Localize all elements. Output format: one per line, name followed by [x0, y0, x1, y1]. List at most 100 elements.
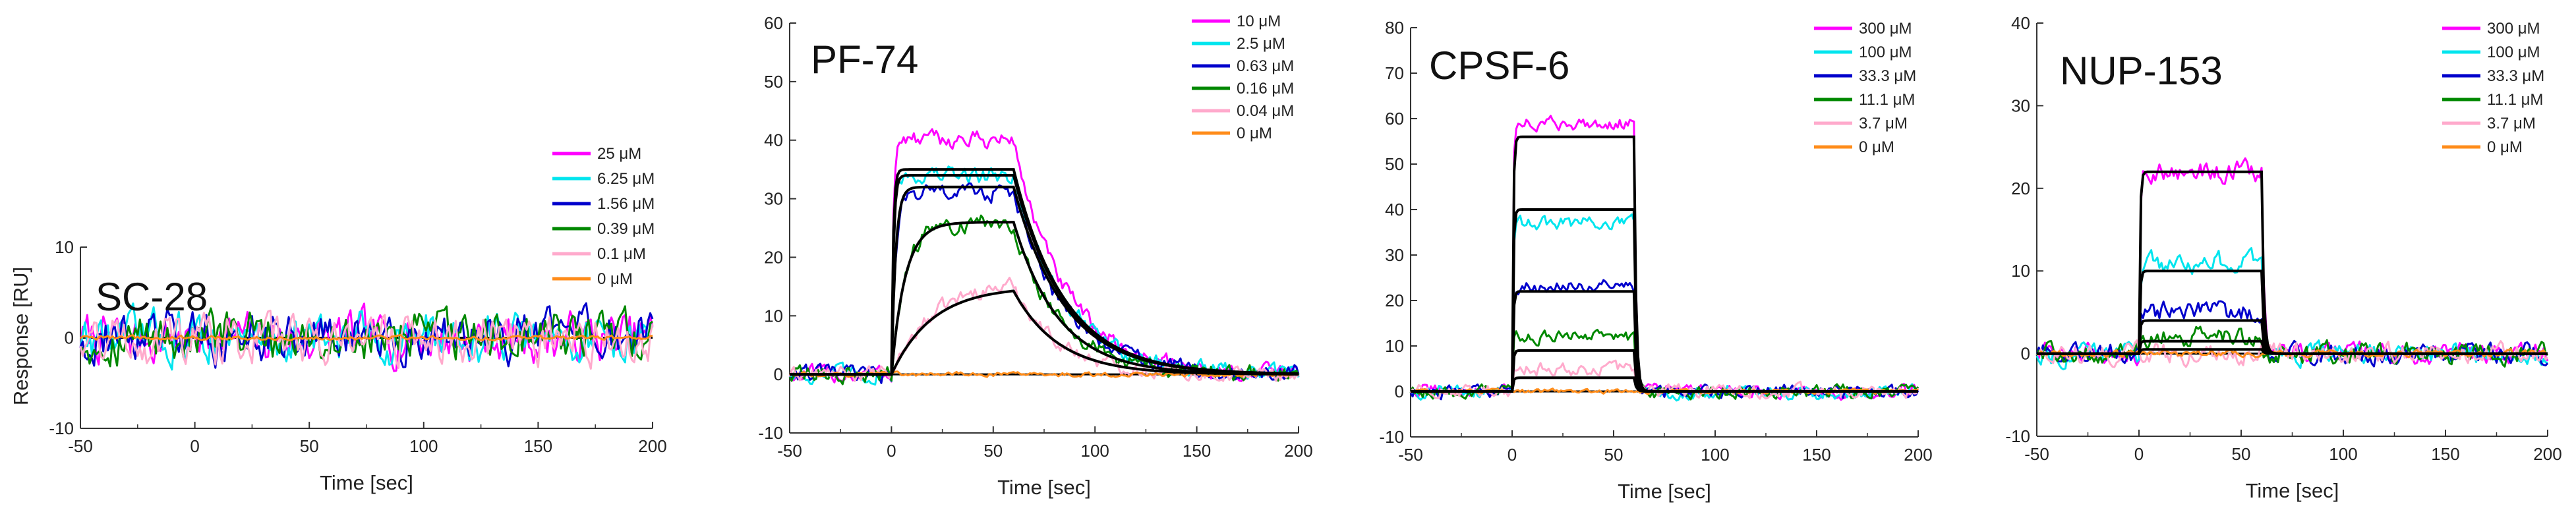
y-tick-label: 10	[55, 237, 74, 257]
x-axis-label: Time [sec]	[1618, 480, 1711, 503]
fit-curve	[1411, 135, 1918, 393]
legend-label: 33.3 μM	[1859, 67, 1916, 85]
series-line-33.3-μM	[2035, 300, 2549, 368]
legend-label: 0 μM	[1237, 125, 1272, 142]
x-tick-label: 50	[300, 436, 319, 456]
x-tick-label: -50	[1398, 445, 1423, 465]
x-tick-label: -50	[2024, 444, 2049, 464]
x-tick-label: 100	[1701, 445, 1729, 465]
y-tick-label: 50	[1385, 154, 1404, 174]
x-tick-label: 150	[1183, 441, 1211, 461]
y-tick-label: 10	[2011, 261, 2030, 281]
legend-label: 0 μM	[2487, 138, 2523, 156]
y-tick-label: 0	[1395, 382, 1404, 401]
series-line-0.39-μM	[80, 305, 653, 368]
x-tick-label: 0	[887, 441, 896, 461]
y-tick-label: 20	[764, 247, 783, 267]
fit-curve	[2037, 348, 2548, 355]
y-tick-label: -10	[2005, 426, 2030, 446]
y-tick-label: 50	[764, 72, 783, 92]
y-tick-label: 0	[65, 328, 74, 348]
series-line-300-μM	[1410, 115, 1919, 401]
fit-curve	[2037, 270, 2548, 355]
legend-label: 11.1 μM	[2487, 91, 2543, 109]
series-line-0-μM	[80, 334, 653, 342]
fit-curve	[2037, 170, 2548, 355]
y-tick-label: -10	[49, 418, 74, 438]
legend-label: 0.04 μM	[1237, 102, 1294, 120]
legend-label: 6.25 μM	[597, 170, 655, 188]
panel-title: NUP-153	[2060, 49, 2223, 93]
legend-label: 0.39 μM	[597, 220, 655, 238]
legend-label: 11.1 μM	[1859, 91, 1915, 109]
fit-curve	[790, 289, 1299, 376]
y-tick-label: 70	[1385, 63, 1404, 83]
fit-curve	[1411, 208, 1918, 393]
fit-curve	[1411, 290, 1918, 393]
legend-label: 300 μM	[1859, 20, 1912, 38]
legend-label: 33.3 μM	[2487, 67, 2544, 85]
fit-curve	[790, 185, 1299, 376]
y-axis-label: Response [RU]	[9, 267, 32, 405]
x-tick-label: 150	[524, 436, 552, 456]
y-tick-label: 20	[2011, 179, 2030, 198]
y-tick-label: 80	[1385, 18, 1404, 38]
x-tick-label: 100	[2329, 444, 2357, 464]
y-tick-label: 0	[774, 364, 783, 384]
fit-curve	[1411, 376, 1918, 393]
x-tick-label: 0	[2134, 444, 2144, 464]
legend-label: 0.63 μM	[1237, 57, 1294, 75]
nup-153-panel: -50 0 50 100 150 200 -10 0 10 20 30 40 Time [sec] NUP…	[2005, 13, 2561, 502]
legend-label: 0 μM	[597, 270, 633, 288]
legend-label: 10 μM	[1237, 13, 1281, 30]
x-tick-label: 200	[638, 436, 666, 456]
x-tick-label: 200	[1904, 445, 1932, 465]
fit-curve	[790, 174, 1299, 376]
series-line-0.1-μM	[79, 309, 654, 370]
cpsf-6-panel: -50 0 50 100 150 200 -10 0 10 20 30 40 50 60 70 80 Time …	[1379, 18, 1932, 503]
y-tick-label: 30	[764, 189, 783, 209]
legend-label: 2.5 μM	[1237, 35, 1285, 53]
y-tick-label: -10	[1379, 427, 1404, 447]
x-tick-label: 0	[1508, 445, 1517, 465]
legend-label: 0 μM	[1859, 138, 1894, 156]
legend-label: 3.7 μM	[2487, 115, 2536, 132]
x-tick-label: 150	[2431, 444, 2459, 464]
x-axis-label: Time [sec]	[2246, 479, 2339, 502]
y-tick-label: 30	[1385, 245, 1404, 265]
y-tick-label: 60	[1385, 109, 1404, 128]
x-axis-label: Time [sec]	[320, 471, 413, 494]
fit-curve	[790, 221, 1299, 376]
x-tick-label: 50	[2232, 444, 2251, 464]
x-axis-label: Time [sec]	[997, 476, 1091, 499]
legend-label: 0.16 μM	[1237, 80, 1294, 98]
legend-label: 300 μM	[2487, 20, 2540, 38]
y-tick-label: 60	[764, 13, 783, 33]
pf-74-panel: -50 0 50 100 150 200 -10 0 10 20 30 40 50 60 Time [sec…	[758, 13, 1312, 499]
y-tick-label: 10	[764, 306, 783, 326]
legend-label: 25 μM	[597, 145, 641, 163]
x-tick-label: -50	[777, 441, 802, 461]
series-line-11.1-μM	[2035, 326, 2549, 368]
y-tick-label: 30	[2011, 96, 2030, 115]
y-tick-label: 10	[1385, 336, 1404, 356]
panel-title: SC-28	[96, 275, 208, 319]
series-line-0.63-μM	[789, 182, 1300, 384]
y-tick-label: -10	[758, 423, 783, 443]
panel-title: CPSF-6	[1429, 43, 1569, 88]
x-tick-label: 50	[983, 441, 1003, 461]
x-tick-label: 200	[2533, 444, 2561, 464]
x-tick-label: 200	[1284, 441, 1312, 461]
sc-28-panel: -50 0 50 100 150 200 -10 0 10 Time [sec] SC-28 25 μ…	[49, 145, 666, 494]
x-tick-label: -50	[68, 436, 93, 456]
y-tick-label: 40	[2011, 13, 2030, 33]
y-tick-label: 20	[1385, 291, 1404, 310]
x-tick-label: 150	[1802, 445, 1830, 465]
legend-label: 1.56 μM	[597, 195, 655, 213]
x-tick-label: 50	[1604, 445, 1624, 465]
panel-title: PF-74	[811, 38, 918, 82]
x-tick-label: 0	[190, 436, 199, 456]
y-tick-label: 40	[1385, 200, 1404, 219]
series-line-10-μM	[788, 128, 1300, 384]
